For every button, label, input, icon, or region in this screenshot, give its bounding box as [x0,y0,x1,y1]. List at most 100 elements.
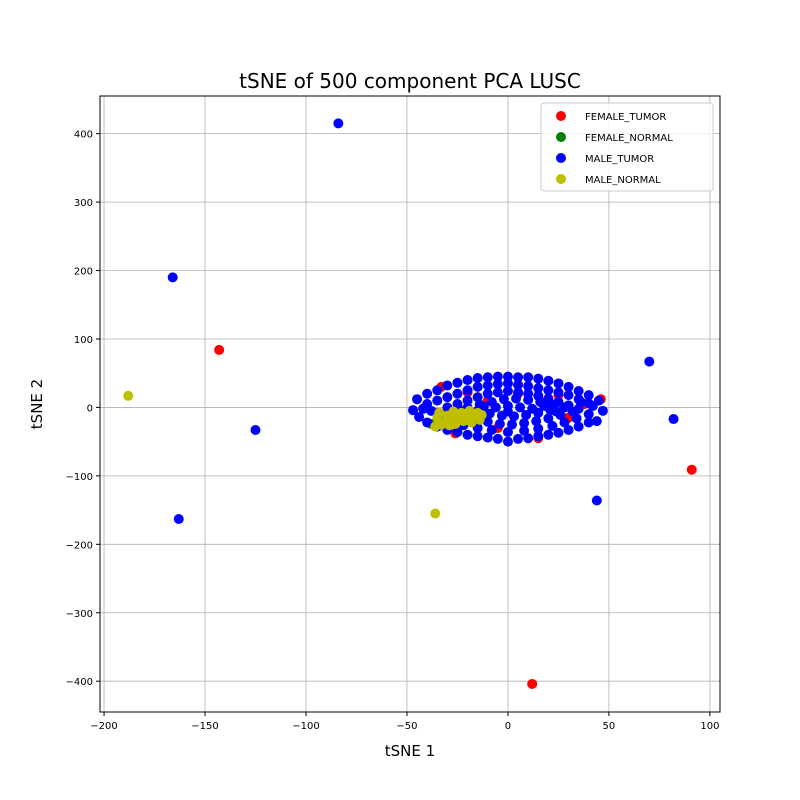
scatter-point [563,425,574,436]
scatter-point [482,432,493,443]
scatter-point [173,513,184,524]
scatter-point [511,393,522,404]
scatter-point [533,431,544,442]
scatter-point [123,390,134,401]
scatter-point [513,372,524,383]
y-tick-label: −300 [66,609,93,620]
scatter-point [442,392,453,403]
scatter-point [452,427,463,438]
scatter-point [573,385,584,396]
scatter-point [502,385,513,396]
scatter-point [573,421,584,432]
scatter-point [472,372,483,383]
scatter-point [250,425,261,436]
scatter-point [551,406,562,417]
scatter-point [418,403,429,414]
scatter-point [502,371,513,382]
scatter-point [476,409,487,420]
scatter-point [482,388,493,399]
scatter-point [567,406,578,417]
scatter-point [422,417,433,428]
scatter-point [462,429,473,440]
scatter-point [513,379,524,390]
scatter-point [432,395,443,406]
legend-marker [556,174,566,184]
y-tick-label: −200 [66,540,93,551]
scatter-point [575,396,586,407]
scatter-point [482,380,493,391]
legend: FEMALE_TUMOR FEMALE_NORMAL MALE_TUMOR MALE_… [540,102,714,192]
scatter-point [452,388,463,399]
scatter-point [583,409,594,420]
scatter-point [486,425,497,436]
scatter-point [563,381,574,392]
scatter-point [167,272,178,283]
y-tick-label: −400 [66,677,93,688]
scatter-point [583,417,594,428]
scatter-point [543,413,554,424]
scatter-point [533,373,544,384]
y-tick-label: 0 [87,403,93,414]
scatter-point [513,433,524,444]
scatter-point [492,379,503,390]
scatter-point [478,401,489,412]
scatter-point [523,394,534,405]
series-male-normal [123,390,487,519]
scatter-point [482,372,493,383]
scatter-point [644,356,655,367]
y-tick-label: 100 [74,335,93,346]
scatter-point [436,419,447,430]
scatter-point [452,377,463,388]
scatter-point [543,385,554,396]
scatter-point [492,387,503,398]
y-axis-ticks: −400 −300 −200 −100 0 100 200 300 400 [66,130,100,688]
scatter-point [521,409,532,420]
x-tick-label: 100 [700,721,719,732]
scatter-point [553,427,564,438]
scatter-point [462,375,473,386]
y-axis-label: tSNE 2 [28,379,46,429]
scatter-point [472,392,483,403]
legend-label: MALE_TUMOR [585,154,654,165]
scatter-point [434,407,445,418]
x-tick-label: −100 [292,721,319,732]
scatter-point [591,495,602,506]
scatter-point [583,390,594,401]
scatter-point [519,418,530,429]
scatter-point [494,418,505,429]
data-points [123,118,697,689]
scatter-point [523,381,534,392]
scatter-point [527,678,538,689]
scatter-point [523,433,534,444]
scatter-point [408,405,419,416]
scatter-point [553,387,564,398]
scatter-point [527,403,538,414]
x-axis-ticks: −200 −150 −100 −50 0 50 100 [90,712,719,732]
scatter-point [559,402,570,413]
scatter-point [472,431,483,442]
scatter-point [472,381,483,392]
scatter-point [464,405,475,416]
scatter-point [686,464,697,475]
scatter-point [422,388,433,399]
legend-marker [556,153,566,163]
y-tick-label: 200 [74,267,93,278]
scatter-point [559,417,570,428]
y-tick-label: −100 [66,472,93,483]
scatter-point [452,409,463,420]
scatter-point [426,405,437,416]
scatter-point [539,401,550,412]
scatter-point [543,429,554,440]
scatter-point [515,402,526,413]
scatter-point [563,390,574,401]
scatter-point [490,402,501,413]
scatter-point [430,508,441,519]
scatter-point [533,383,544,394]
scatter-point [492,371,503,382]
scatter-point [492,433,503,444]
scatter-point [462,395,473,406]
scatter-point [543,375,554,386]
scatter-point [482,416,493,427]
scatter-point [597,405,608,416]
